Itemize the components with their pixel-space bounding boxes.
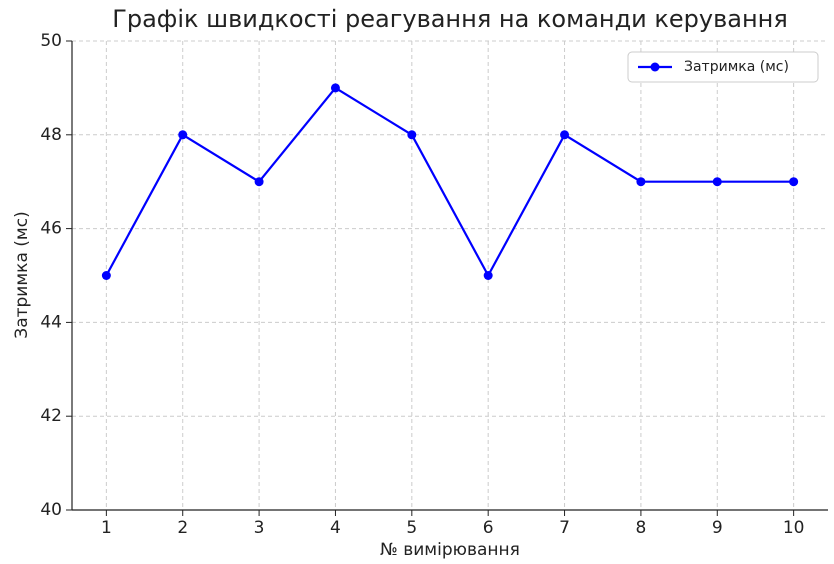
y-tick-label: 50 bbox=[40, 31, 62, 51]
y-tick-label: 46 bbox=[40, 219, 62, 239]
data-point bbox=[636, 177, 646, 187]
y-tick-label: 44 bbox=[40, 312, 62, 332]
x-tick-label: 5 bbox=[406, 518, 417, 538]
data-point bbox=[178, 130, 188, 140]
data-point bbox=[101, 271, 111, 280]
x-tick-label: 3 bbox=[254, 518, 265, 538]
x-tick-label: 7 bbox=[559, 518, 570, 538]
y-tick-label: 48 bbox=[40, 125, 62, 145]
x-axis-label: № вимірювання bbox=[380, 540, 520, 560]
x-tick-label: 8 bbox=[635, 518, 646, 538]
y-axis-label: Затримка (мс) bbox=[12, 211, 32, 338]
data-point bbox=[254, 177, 264, 187]
data-point bbox=[789, 177, 799, 187]
chart-title: Графік швидкості реагування на команди к… bbox=[112, 5, 788, 33]
data-point bbox=[483, 271, 493, 280]
x-tick-label: 2 bbox=[177, 518, 188, 538]
data-point bbox=[712, 177, 722, 187]
y-tick-label: 40 bbox=[40, 500, 62, 520]
data-point bbox=[407, 130, 417, 140]
x-tick-label: 1 bbox=[101, 518, 112, 538]
legend-marker bbox=[650, 62, 660, 72]
legend-label: Затримка (мс) bbox=[684, 59, 789, 75]
x-tick-label: 10 bbox=[783, 518, 805, 538]
data-point bbox=[560, 130, 570, 140]
y-tick-label: 42 bbox=[40, 406, 62, 426]
x-tick-label: 6 bbox=[483, 518, 494, 538]
x-tick-label: 9 bbox=[712, 518, 723, 538]
data-point bbox=[330, 83, 340, 93]
legend-box bbox=[627, 51, 819, 83]
x-tick-label: 4 bbox=[330, 518, 341, 538]
series-line bbox=[105, 86, 794, 278]
